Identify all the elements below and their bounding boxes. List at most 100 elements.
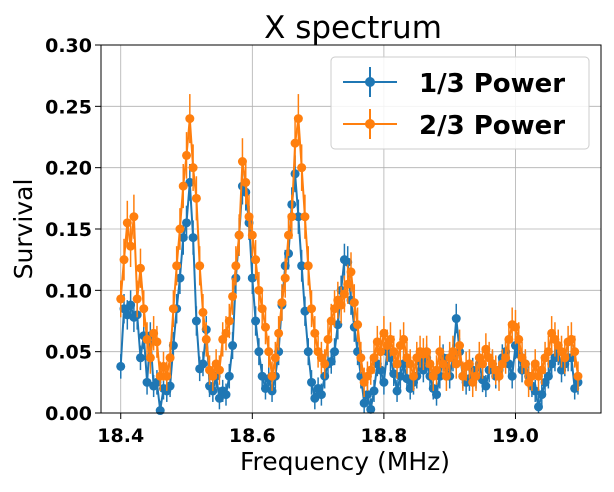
data-point [247,273,257,283]
data-point [267,371,277,381]
data-point [139,304,149,314]
data-point [224,371,234,381]
data-point [290,169,300,179]
data-point [188,233,198,243]
data-point [537,390,547,400]
data-point [385,334,395,344]
data-point [188,163,198,173]
data-point [145,353,155,363]
data-point [438,359,448,369]
data-point [251,255,261,265]
data-point [507,371,517,381]
data-point [504,334,514,344]
data-point [284,230,293,240]
data-point [366,365,376,375]
data-point [135,353,145,363]
data-point [152,337,162,347]
data-point [185,177,195,187]
data-point [221,390,231,400]
data-point [159,361,168,371]
data-point [323,334,333,344]
data-point [481,344,491,354]
data-point [175,273,185,283]
data-point [369,353,379,363]
y-tick-label: 0.10 [45,280,92,302]
data-point [277,298,287,308]
legend-marker-1-3-power [365,77,375,87]
data-point [126,241,136,251]
data-point [389,347,399,357]
data-point [379,328,389,338]
data-point [310,393,320,403]
data-point [510,322,520,332]
plot-series [116,94,583,416]
data-point [116,361,126,371]
data-point [349,298,359,308]
data-point [116,294,126,304]
y-tick-label: 0.25 [45,96,92,118]
data-point [175,224,185,234]
data-point [254,285,264,295]
series-2-3-power [116,94,583,398]
data-point [405,359,415,369]
y-tick-label: 0.30 [45,35,92,57]
data-point [356,353,366,363]
data-point [372,337,382,347]
data-point [339,289,349,299]
y-tick-label: 0.00 [45,403,92,425]
data-point [303,261,313,271]
data-point [198,359,208,369]
data-point [316,390,326,400]
y-tick-label: 0.20 [45,158,92,180]
data-point [293,114,303,124]
data-point [195,261,205,271]
data-point [300,212,310,222]
data-point [520,359,530,369]
data-point [155,371,165,381]
data-point [178,181,188,191]
data-point [307,377,317,387]
data-point [566,334,576,344]
data-point [451,359,461,369]
data-point [165,381,175,391]
data-point [448,347,458,357]
data-point [422,347,432,357]
data-point [326,316,336,326]
data-point [172,261,182,271]
data-point [471,371,481,381]
legend-label-1-3-power: 1/3 Power [419,69,565,99]
data-point [346,267,356,277]
data-point [379,377,389,387]
x-axis-label: Frequency (MHz) [240,447,450,476]
data-point [165,353,175,363]
data-point [168,304,178,314]
data-point [224,316,234,326]
data-point [126,300,136,310]
data-point [320,359,330,369]
data-point [135,263,145,273]
legend-marker-2-3-power [365,119,375,129]
data-point [280,273,290,283]
legend-label-2-3-power: 2/3 Power [419,111,565,141]
data-point [260,322,270,332]
data-point [287,212,297,222]
data-point [274,328,284,338]
data-point [231,261,241,271]
data-point [257,304,267,314]
data-point [270,353,280,363]
data-point [185,114,195,124]
data-point [155,406,165,416]
data-point [435,347,445,357]
data-point [537,365,547,375]
data-point [458,371,468,381]
y-tick-label: 0.05 [45,342,92,364]
data-point [330,304,340,314]
data-point [376,365,386,375]
data-point [142,334,152,344]
data-point [303,347,313,357]
data-point [264,347,274,357]
data-point [162,371,172,381]
data-point [201,334,211,344]
data-point [119,255,129,265]
